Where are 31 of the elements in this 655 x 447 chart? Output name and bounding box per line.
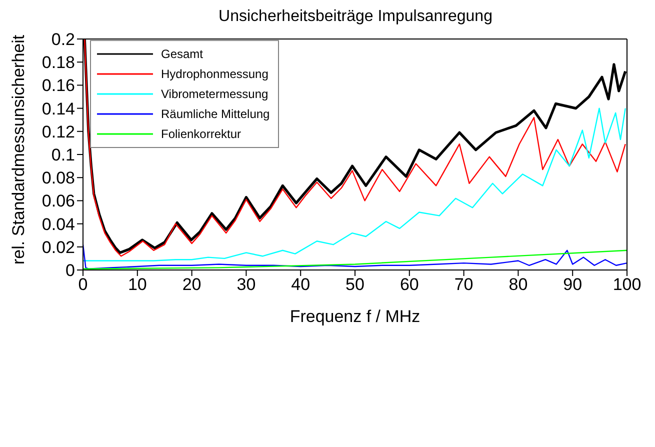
y-axis-title: rel. Standardmessunsicherheit — [9, 34, 28, 264]
y-tick-label: 0.16 — [42, 76, 75, 96]
line-series — [83, 108, 626, 262]
legend-label: Hydrophonmessung — [161, 67, 268, 81]
y-tick-label: 0.04 — [42, 214, 75, 234]
x-axis-title: Frequenz f / MHz — [290, 307, 420, 326]
y-tick-label: 0.18 — [42, 53, 75, 72]
x-tick-label: 50 — [346, 275, 364, 294]
x-tick-label: 0 — [78, 275, 88, 294]
y-tick-label: 0.02 — [42, 238, 75, 257]
y-tick-label: 0 — [66, 261, 75, 280]
legend-label: Räumliche Mittelung — [161, 107, 270, 121]
x-tick-label: 80 — [508, 275, 528, 294]
legend-label: Gesamt — [161, 47, 204, 61]
x-tick-label: 40 — [291, 275, 310, 294]
y-tick-label: 0.14 — [42, 99, 75, 118]
x-tick-label: 10 — [128, 275, 147, 294]
y-tick-label: 0.08 — [42, 168, 75, 188]
y-tick-label: 0.1 — [51, 146, 75, 165]
y-tick-label: 0.06 — [42, 192, 75, 211]
x-tick-label: 30 — [236, 275, 256, 294]
chart-title: Unsicherheitsbeiträge Impulsanregung — [218, 8, 494, 26]
y-tick-label: 0.2 — [51, 30, 75, 50]
x-tick-label: 90 — [563, 275, 582, 294]
x-tick-label: 100 — [612, 275, 642, 294]
legend-label: Vibrometermessung — [161, 87, 268, 101]
y-tick-label: 0.12 — [42, 122, 75, 142]
x-tick-label: 70 — [454, 275, 474, 294]
legend-label: Folienkorrektur — [161, 127, 242, 141]
x-tick-label: 20 — [182, 275, 202, 294]
x-tick-label: 60 — [400, 275, 419, 294]
